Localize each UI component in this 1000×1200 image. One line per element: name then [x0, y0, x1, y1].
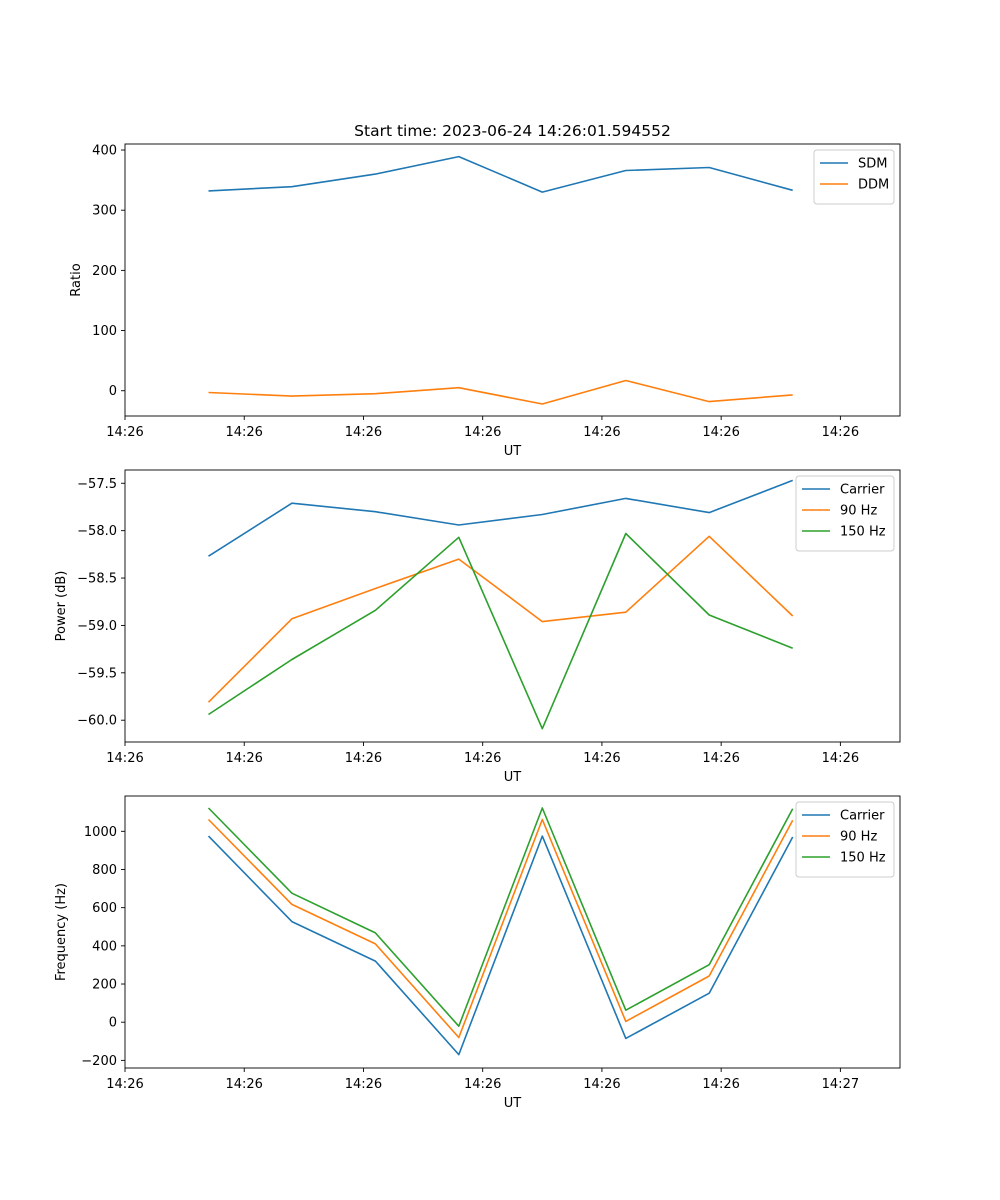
y-tick-label: 0 — [109, 384, 117, 399]
series-line-150-hz — [208, 532, 793, 730]
chart-panel-3: 14:26 14:26 14:26 14:26 14:26 14:26 14:27 −200 0… — [54, 795, 901, 1111]
x-tick-label: 14:26 — [225, 751, 262, 766]
legend-label: 150 Hz — [840, 851, 886, 866]
y-tick-label: 200 — [92, 978, 117, 993]
y-tick-label: 100 — [92, 324, 117, 339]
x-tick-label: 14:26 — [583, 1077, 620, 1092]
y-axis-label: Power (dB) — [54, 571, 69, 642]
y-tick-label: −59.5 — [77, 666, 117, 681]
axes-frame — [124, 469, 901, 743]
axes-frame — [124, 143, 901, 417]
y-tick-label: 300 — [92, 204, 117, 219]
y-tick-label: 800 — [92, 863, 117, 878]
x-tick-label: 14:26 — [345, 751, 382, 766]
x-tick-label: 14:26 — [106, 425, 143, 440]
y-tick-label: −58.5 — [77, 572, 117, 587]
legend-label: DDM — [858, 178, 889, 193]
y-tick-label: 200 — [92, 264, 117, 279]
legend-label: Carrier — [840, 483, 885, 498]
legend-box — [795, 801, 895, 878]
x-axis-label: UT — [504, 444, 522, 459]
legend: SDM DDM — [813, 149, 895, 205]
x-tick-label: 14:26 — [822, 425, 859, 440]
series-line-90-hz — [207, 535, 794, 703]
x-tick-label: 14:26 — [464, 1077, 501, 1092]
x-tick-label: 14:26 — [464, 751, 501, 766]
x-axis-label: UT — [504, 1096, 522, 1111]
y-tick-label: 400 — [92, 144, 117, 159]
x-tick-label: 14:27 — [822, 1077, 859, 1092]
axes-frame — [124, 795, 901, 1069]
y-tick-label: −57.5 — [77, 477, 117, 492]
legend-label: 90 Hz — [840, 830, 877, 845]
legend-label: Carrier — [840, 809, 885, 824]
x-tick-label: 14:26 — [225, 425, 262, 440]
chart-panel-2: 14:26 14:26 14:26 14:26 14:26 14:26 14:26 −60.0… — [54, 469, 901, 785]
legend-label: SDM — [858, 157, 887, 172]
x-axis-label: UT — [504, 770, 522, 785]
series-line-carrier — [208, 479, 793, 557]
y-axis-label: Ratio — [69, 263, 84, 296]
y-tick-label: 600 — [92, 901, 117, 916]
series-line-90-hz — [207, 818, 794, 1039]
x-tick-label: 14:26 — [702, 751, 739, 766]
series-line-150-hz — [207, 807, 794, 1027]
legend: Carrier 90 Hz 150 Hz — [795, 801, 895, 878]
y-tick-label: 400 — [92, 939, 117, 954]
x-tick-label: 14:26 — [583, 751, 620, 766]
x-tick-label: 14:26 — [106, 751, 143, 766]
chart-panel-1: 14:26 14:26 14:26 14:26 14:26 14:26 14:26 0 100 2… — [69, 143, 901, 459]
series-line-sdm — [208, 155, 793, 193]
legend-label: 90 Hz — [840, 504, 877, 519]
y-tick-label: 0 — [109, 1016, 117, 1031]
series-line-carrier — [207, 835, 794, 1056]
legend: Carrier 90 Hz 150 Hz — [795, 475, 895, 552]
y-axis-label: Frequency (Hz) — [54, 883, 69, 981]
x-tick-label: 14:26 — [822, 751, 859, 766]
x-tick-label: 14:26 — [225, 1077, 262, 1092]
x-tick-label: 14:26 — [702, 425, 739, 440]
series-line-ddm — [208, 379, 793, 405]
figure-title: Start time: 2023-06-24 14:26:01.594552 — [354, 122, 671, 140]
x-tick-label: 14:26 — [106, 1077, 143, 1092]
legend-box — [795, 475, 895, 552]
y-tick-label: 1000 — [84, 825, 117, 840]
legend-label: 150 Hz — [840, 525, 886, 540]
x-tick-label: 14:26 — [345, 425, 382, 440]
y-tick-label: −200 — [81, 1054, 117, 1069]
plots: 14:26 14:26 14:26 14:26 14:26 14:26 14:26 0 100 2… — [54, 143, 901, 1111]
y-tick-label: −59.0 — [77, 619, 117, 634]
y-tick-label: −60.0 — [77, 714, 117, 729]
y-tick-label: −58.0 — [77, 524, 117, 539]
x-tick-label: 14:26 — [345, 1077, 382, 1092]
x-tick-label: 14:26 — [583, 425, 620, 440]
x-tick-label: 14:26 — [464, 425, 501, 440]
x-tick-label: 14:26 — [702, 1077, 739, 1092]
